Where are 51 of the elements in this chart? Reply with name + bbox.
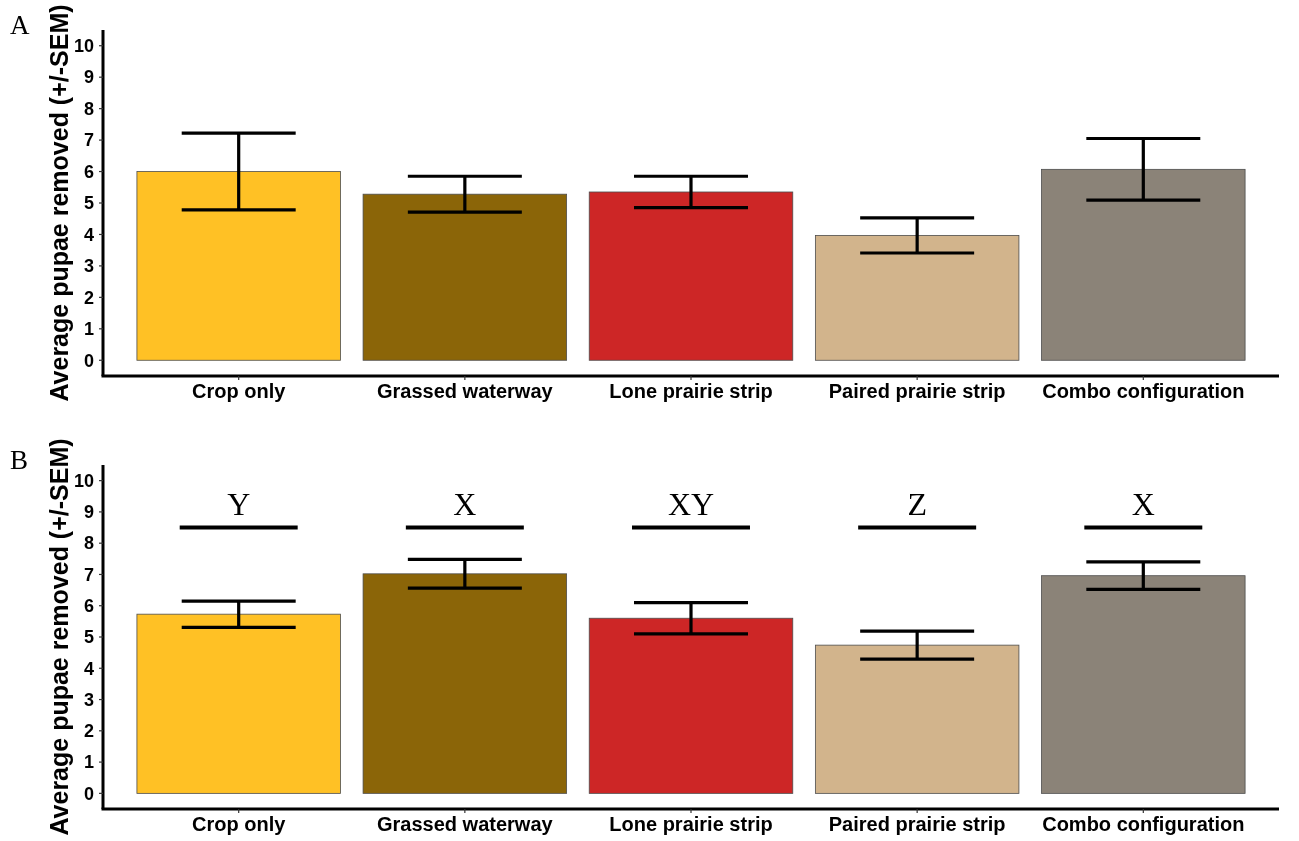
- chart-title: B: [10, 445, 29, 475]
- bar: [814, 235, 1020, 361]
- x-tick-label: Crop only: [192, 380, 287, 402]
- bar: [362, 573, 568, 794]
- annotation: X: [453, 486, 477, 523]
- annotation: Z: [907, 486, 927, 523]
- annotation: XY: [667, 486, 715, 523]
- x-tick-label: Paired prairie strip: [828, 813, 1006, 835]
- y-tick-label: 5: [83, 627, 94, 648]
- y-tick-label: 1: [83, 319, 94, 340]
- y-tick-label: 9: [83, 67, 94, 88]
- x-tick-label: Lone prairie strip: [609, 813, 773, 835]
- y-tick-label: 0: [83, 783, 94, 804]
- annotation: Y: [227, 486, 251, 523]
- y-tick-label: 10: [73, 36, 94, 57]
- y-tick-label: 0: [83, 350, 94, 371]
- y-tick-label: 6: [83, 161, 94, 182]
- y-tick-label: 10: [73, 470, 94, 491]
- y-tick-label: 5: [83, 193, 94, 214]
- bar: [136, 171, 341, 361]
- chart-title: A: [10, 10, 30, 40]
- x-tick-label: Crop only: [192, 813, 287, 835]
- y-tick-label: 3: [83, 689, 94, 710]
- y-tick-label: 2: [83, 287, 94, 308]
- annotation: X: [1131, 486, 1155, 523]
- bar: [588, 191, 794, 361]
- y-tick-label: 7: [83, 564, 94, 585]
- x-tick-label: Grassed waterway: [377, 380, 554, 402]
- bar: [362, 193, 568, 361]
- x-tick-label: Grassed waterway: [377, 813, 554, 835]
- bar: [588, 617, 794, 794]
- y-tick-label: 3: [83, 256, 94, 277]
- x-tick-label: Combo configuration: [1042, 380, 1245, 402]
- y-tick-label: 8: [83, 533, 94, 554]
- bar: [1041, 575, 1246, 794]
- y-tick-label: 1: [83, 752, 94, 773]
- bar: [814, 644, 1020, 794]
- x-tick-label: Combo configuration: [1042, 813, 1245, 835]
- x-tick-label: Paired prairie strip: [828, 380, 1006, 402]
- y-tick-label: 4: [83, 658, 94, 679]
- y-tick-label: 2: [83, 721, 94, 742]
- y-tick-label: 7: [83, 130, 94, 151]
- y-tick-label: 9: [83, 502, 94, 523]
- y-axis-title: Average pupae removed (+/-SEM): [45, 4, 73, 402]
- y-tick-label: 8: [83, 98, 94, 119]
- bar: [1041, 168, 1246, 361]
- y-tick-label: 6: [83, 596, 94, 617]
- bar: [136, 613, 341, 794]
- y-axis-title: Average pupae removed (+/-SEM): [45, 438, 73, 836]
- x-tick-label: Lone prairie strip: [609, 380, 773, 402]
- y-tick-label: 4: [83, 224, 94, 245]
